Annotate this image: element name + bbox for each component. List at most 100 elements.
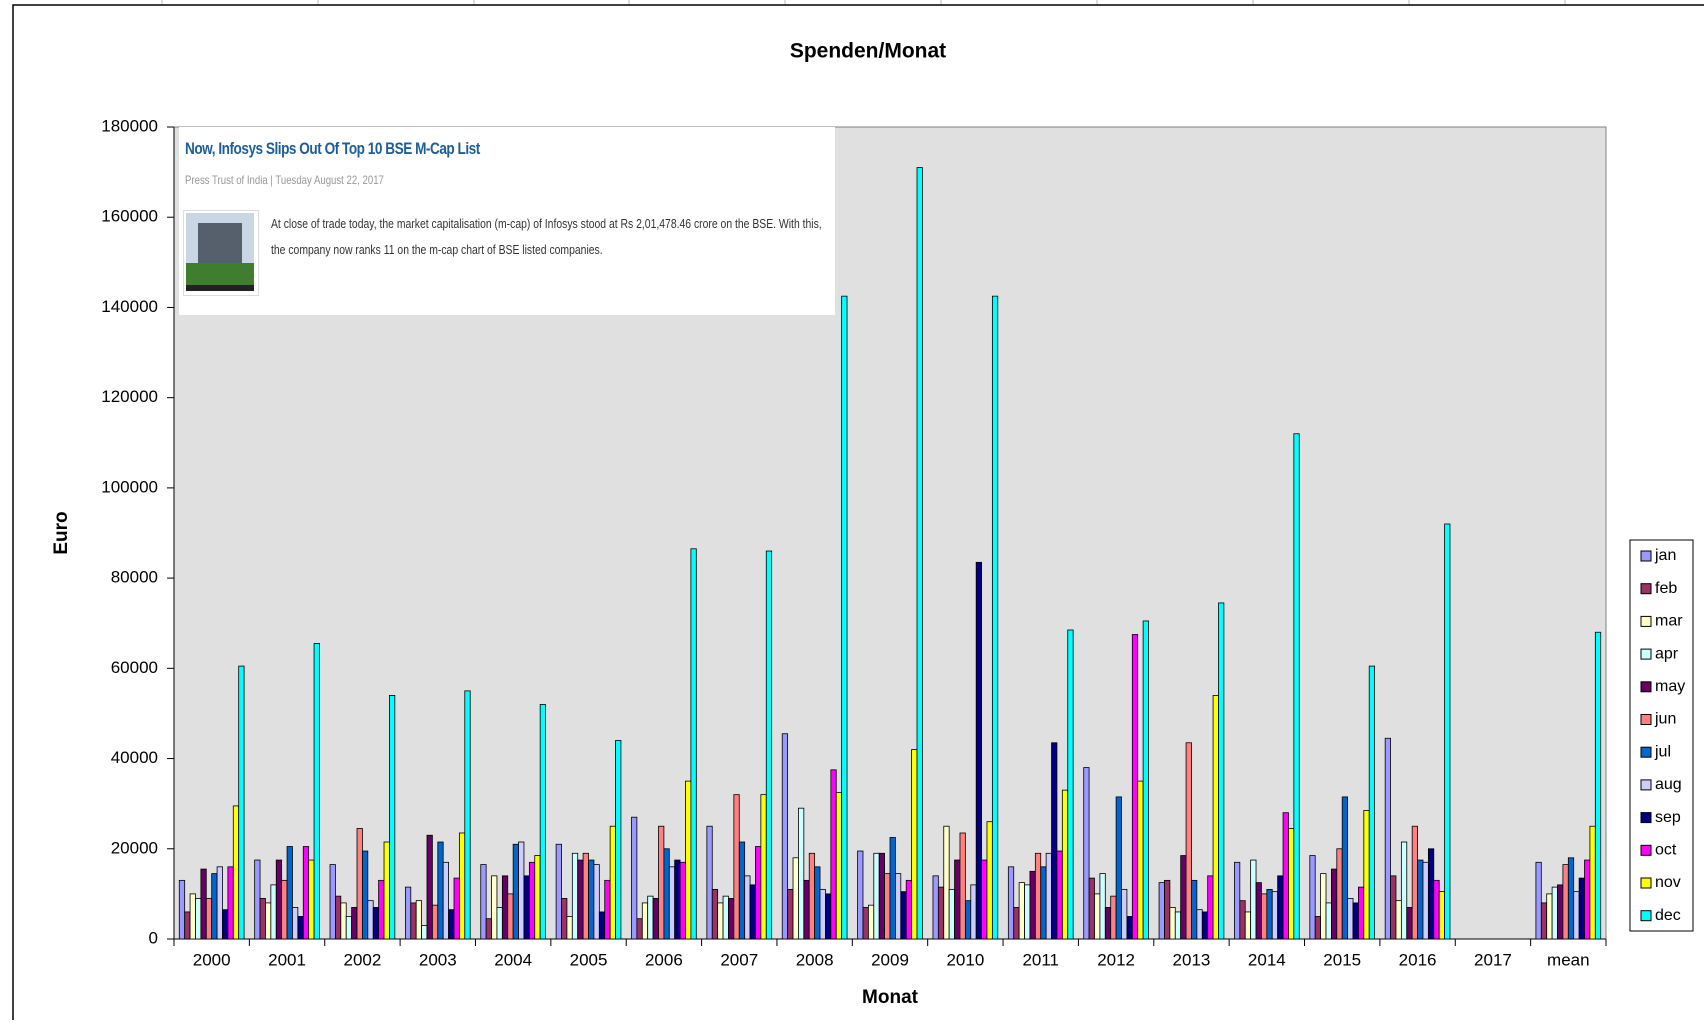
bar [895,873,902,940]
legend-label: may [1655,678,1685,695]
legend-swatch [1640,681,1652,693]
bar [878,852,885,940]
legend-label: nov [1655,874,1681,891]
bar [1083,767,1090,940]
bar [1411,825,1418,940]
bar [943,825,950,940]
bar [598,911,606,940]
bar [685,780,692,940]
bar [566,916,573,940]
y-tick-label: 120000 [101,387,158,406]
bar [1325,902,1332,940]
bar [1239,900,1246,940]
bar [1567,857,1575,940]
bar [706,825,713,940]
bar [211,873,218,940]
bar [1288,828,1295,940]
bar [539,704,546,940]
bar [830,769,837,940]
bar [1444,523,1451,940]
bar [593,864,600,940]
bar [501,875,509,940]
bar [975,561,982,940]
legend-label: apr [1655,645,1679,662]
bar [873,852,880,940]
bar [1018,882,1025,940]
bar [1584,859,1591,940]
bar [1358,886,1365,940]
bar [426,834,433,940]
bar [189,893,196,940]
bar [808,852,816,940]
x-tick-label: 2013 [1173,950,1211,969]
bar [480,864,487,940]
y-tick-label: 0 [149,928,158,947]
legend-swatch [1640,714,1652,725]
bar [1293,433,1300,940]
bar [254,859,261,940]
bar [1094,893,1101,940]
bar [340,902,347,940]
bar [668,866,676,940]
bar [588,859,595,940]
bar [308,859,315,940]
bar [491,875,498,940]
bar [1320,873,1327,940]
bar [615,740,622,940]
bar [582,852,589,940]
bar [787,888,794,940]
chart-title: Spenden/Monat [790,40,946,63]
x-tick-label: 2000 [193,950,231,969]
bar [1573,891,1580,940]
bar [1438,891,1445,940]
bar [954,859,961,940]
bar [1427,848,1435,940]
y-tick-label: 180000 [101,116,158,135]
bar [717,902,724,940]
bar [959,832,966,940]
bar [867,904,875,940]
bar [733,794,740,940]
bar [1390,875,1397,940]
bar [1347,898,1354,940]
bar [345,916,353,940]
bar [1034,852,1042,940]
legend-label: jun [1654,711,1676,728]
bar [711,888,719,940]
bar [389,695,396,940]
bar [728,898,735,940]
bar [431,904,439,940]
bar [1271,891,1279,940]
bar [631,816,638,940]
bar [1045,852,1052,940]
x-tick-label: 2016 [1399,950,1437,969]
bar [458,832,466,940]
bar [1341,796,1349,940]
news-thumbnail[interactable] [183,210,259,296]
bar [270,884,277,940]
bar [372,907,380,940]
bar [335,895,342,940]
bar [367,900,374,940]
y-tick-label: 160000 [101,207,158,226]
legend-swatch [1640,550,1652,562]
bar [986,821,993,940]
bar [496,907,503,940]
legend-swatch [1640,615,1652,627]
bar [1185,742,1192,940]
bar [1191,879,1198,940]
news-card[interactable]: Now, Infosys Slips Out Of Top 10 BSE M-C… [179,127,835,315]
x-tick-label: mean [1547,950,1590,969]
bar [1244,911,1252,940]
news-headline[interactable]: Now, Infosys Slips Out Of Top 10 BSE M-C… [185,139,480,158]
bar [577,859,584,940]
bar [819,888,826,940]
bar [534,855,541,940]
bar [1234,861,1241,940]
bar [1110,895,1117,940]
bar [1007,866,1015,940]
bar [937,886,945,940]
bar [1013,907,1020,940]
bar [744,875,751,940]
